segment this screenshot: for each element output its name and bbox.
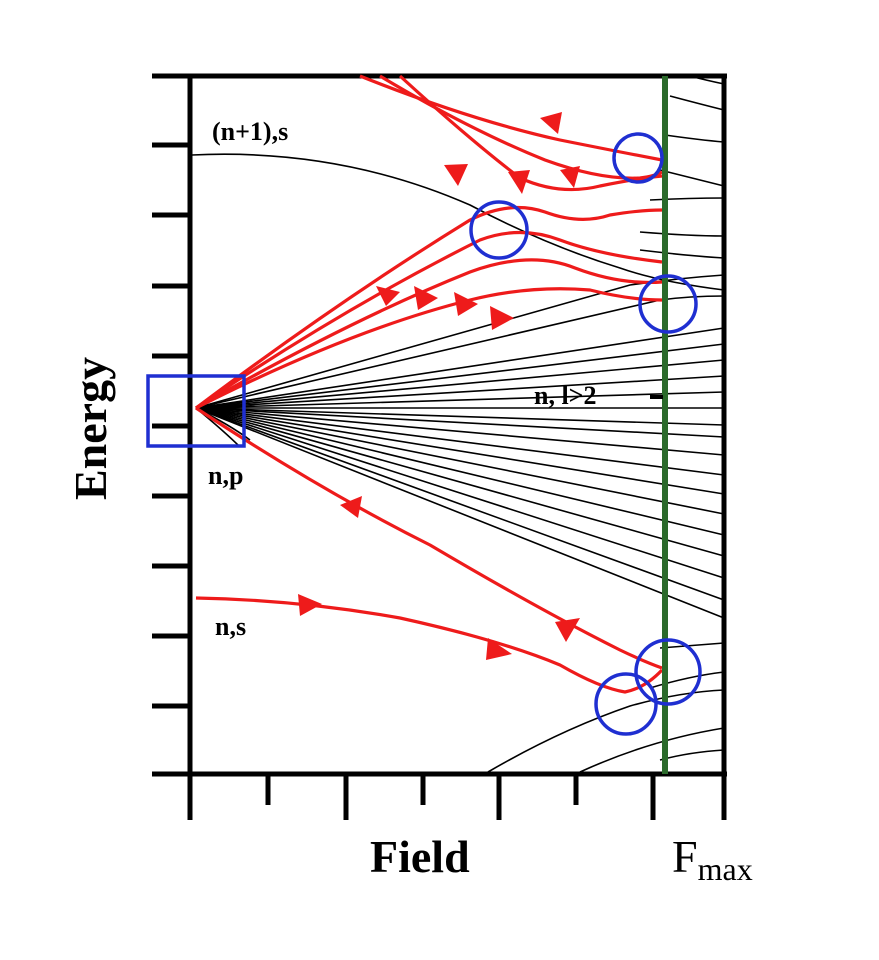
x-ticks — [187, 774, 656, 820]
start-square-marker — [146, 374, 246, 448]
arrow-top-3 — [508, 170, 530, 194]
arrow-top-1 — [540, 112, 562, 134]
arrow-ns-2 — [486, 638, 512, 660]
upper-s-level — [191, 153, 725, 291]
label-upper-s: (n+1),s — [212, 117, 288, 146]
energy-levels — [191, 75, 725, 773]
path-mid-3 — [195, 258, 663, 410]
path-np — [195, 406, 663, 670]
markers — [146, 132, 702, 736]
path-top-3 — [398, 74, 663, 192]
path-mid-1 — [195, 205, 663, 410]
fmax-main: F — [672, 831, 698, 882]
red-paths — [195, 74, 664, 694]
crossing-circle-low-right — [634, 638, 702, 706]
label-manifold: n, l>2 — [534, 381, 597, 410]
arrow-mid-4 — [490, 306, 514, 330]
label-np: n,p — [208, 461, 243, 490]
fmax-sub: max — [698, 851, 753, 887]
crossing-circle-top — [612, 132, 664, 184]
y-axis-title: Energy — [65, 357, 116, 500]
crossing-circle-low-left — [594, 672, 658, 736]
arrow-top-4 — [560, 166, 580, 188]
path-ns — [195, 596, 664, 694]
path-top-2 — [379, 74, 663, 180]
arrow-ns-1 — [298, 594, 322, 616]
arrow-top-2 — [444, 164, 468, 186]
arrowheads — [298, 112, 580, 660]
path-mid-4 — [195, 287, 663, 410]
arrow-np-2 — [555, 618, 580, 642]
arrow-mid-3 — [454, 292, 478, 316]
fmax-label: Fmax — [672, 831, 753, 887]
path-mid-2 — [195, 230, 663, 410]
arrow-mid-2 — [414, 286, 438, 310]
crossing-circle-mid — [638, 274, 698, 334]
arrow-mid-1 — [376, 286, 400, 306]
y-ticks — [152, 142, 190, 709]
label-ns: n,s — [215, 612, 246, 641]
arrow-np-1 — [340, 496, 362, 518]
x-axis-title: Field — [370, 831, 470, 882]
crossing-circle-upper — [469, 200, 529, 260]
